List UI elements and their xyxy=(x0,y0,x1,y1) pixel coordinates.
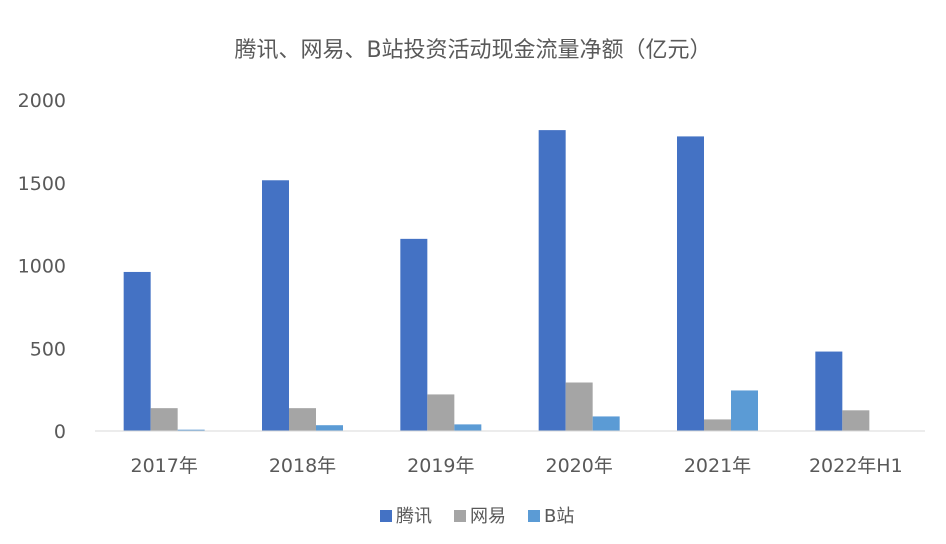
x-tick-label: 2019年 xyxy=(407,455,474,477)
legend-label: 腾讯 xyxy=(396,506,432,527)
bar-B站-2021年 xyxy=(731,390,758,431)
bar-腾讯-2021年 xyxy=(677,136,704,431)
bar-网易-2020年 xyxy=(565,382,593,431)
bar-网易-2022年H1 xyxy=(842,410,870,431)
bar-B站-2019年 xyxy=(454,424,482,431)
bar-B站-2018年 xyxy=(316,425,343,431)
legend-swatch xyxy=(380,510,392,522)
bar-腾讯-2019年 xyxy=(400,238,428,431)
y-tick-label: 1000 xyxy=(18,256,66,278)
bars xyxy=(123,130,870,431)
bar-网易-2018年 xyxy=(289,408,316,431)
y-tick-label: 1500 xyxy=(18,173,66,195)
bar-网易-2019年 xyxy=(427,394,455,431)
x-tick-label: 2018年 xyxy=(269,455,336,477)
x-tick-label: 2017年 xyxy=(130,455,197,477)
legend-label: B站 xyxy=(544,506,574,527)
bar-网易-2021年 xyxy=(704,419,731,431)
legend-swatch xyxy=(454,510,466,522)
legend: 腾讯 网易 B站 xyxy=(380,506,574,527)
bar-B站-2020年 xyxy=(592,416,620,431)
x-tick-label: 2021年 xyxy=(684,455,751,477)
x-tick-label: 2020年 xyxy=(545,455,612,477)
y-tick-label: 0 xyxy=(54,421,66,443)
x-tick-label: 2022年H1 xyxy=(809,455,903,477)
legend-label: 网易 xyxy=(470,506,506,527)
legend-swatch xyxy=(528,510,540,522)
bar-腾讯-2018年 xyxy=(262,180,289,431)
bar-网易-2017年 xyxy=(150,408,178,431)
bar-腾讯-2020年 xyxy=(538,130,566,431)
y-axis: 0 500 1000 1500 2000 xyxy=(18,90,66,443)
chart-title: 腾讯、网易、B站投资活动现金流量净额（亿元） xyxy=(234,38,711,63)
y-tick-label: 2000 xyxy=(18,90,66,112)
bar-腾讯-2022年H1 xyxy=(815,351,843,431)
bar-B站-2017年 xyxy=(177,429,205,431)
x-axis: 2017年 2018年 2019年 2020年 2021年 2022年H1 xyxy=(130,455,902,477)
bar-腾讯-2017年 xyxy=(123,271,151,431)
y-tick-label: 500 xyxy=(30,338,66,360)
